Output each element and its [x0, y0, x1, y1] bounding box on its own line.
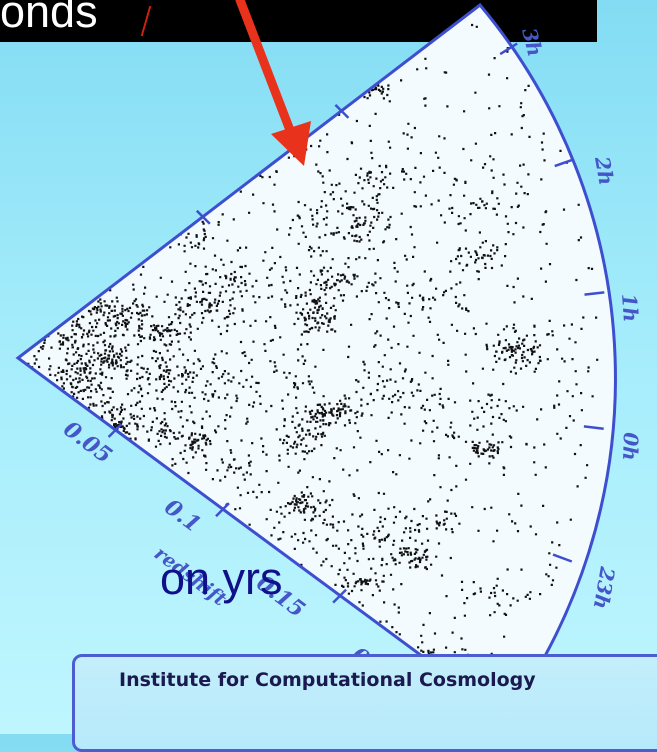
ra-tick-mark: [584, 291, 605, 296]
ra-tick-mark: [552, 553, 573, 563]
wedge-outline: [15, 2, 617, 721]
redshift-tick-mark: [332, 588, 347, 604]
ra-tick-0h: 0h: [618, 432, 643, 461]
galaxy-redshift-wedge: 0.05 0.1 0.15 0.2 redshift 3h 2h 1h 0h 2…: [15, 0, 643, 734]
ra-tick-mark: [554, 158, 575, 168]
galaxy-points: [18, 23, 599, 691]
title-bar: onds: [0, 0, 597, 42]
redshift-tick-mark: [215, 502, 230, 518]
ra-tick-mark: [499, 42, 518, 56]
caption-text: on yrs: [160, 553, 283, 604]
edge-tick-mark: [334, 104, 350, 119]
title-bar-text: onds: [0, 0, 98, 37]
ra-tick-3h: 3h: [517, 25, 547, 58]
edge-tick-mark: [195, 209, 211, 225]
galaxy-dots: [18, 23, 599, 691]
footer-institute-text: Institute for Computational Cosmology: [119, 669, 536, 691]
redshift-tick-2: 0.1: [159, 494, 205, 538]
ra-tick-1h: 1h: [617, 293, 643, 323]
pointer-arrow: [235, 0, 311, 166]
footer-box: Institute for Computational Cosmology: [72, 654, 657, 752]
redshift-tick-mark: [107, 423, 123, 438]
ra-tick-mark: [583, 425, 604, 431]
ra-tick-23h: 23h: [589, 564, 620, 611]
ra-tick-2h: 2h: [590, 154, 619, 187]
